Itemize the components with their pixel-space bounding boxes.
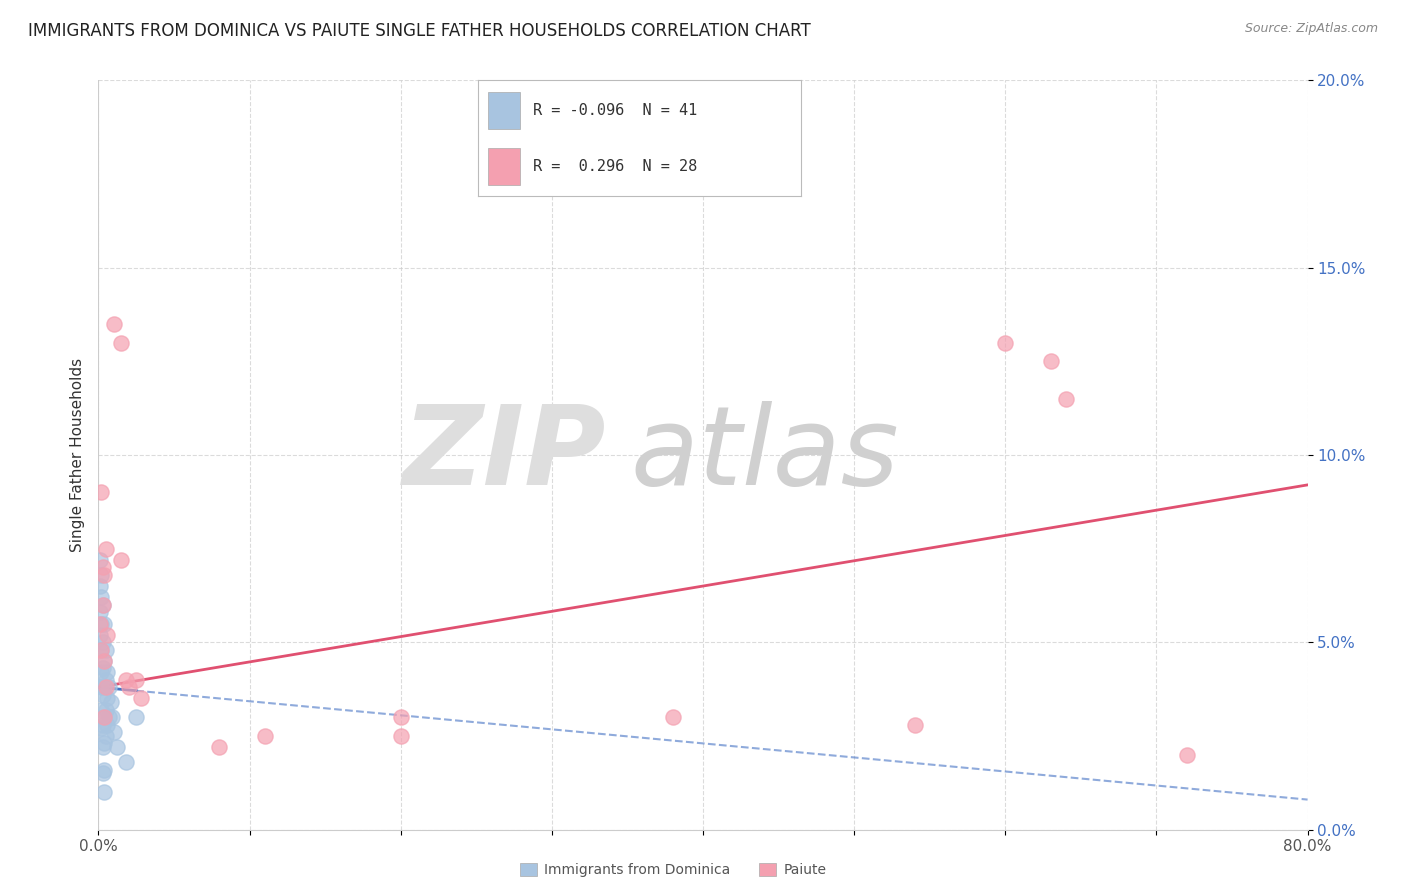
Point bbox=[91, 560, 114, 574]
Point bbox=[93, 710, 115, 724]
Text: IMMIGRANTS FROM DOMINICA VS PAIUTE SINGLE FATHER HOUSEHOLDS CORRELATION CHART: IMMIGRANTS FROM DOMINICA VS PAIUTE SINGL… bbox=[28, 22, 811, 40]
Point bbox=[93, 654, 115, 668]
Point bbox=[93, 763, 115, 777]
Point bbox=[90, 567, 112, 582]
Point bbox=[91, 688, 114, 702]
Point bbox=[93, 710, 115, 724]
Point bbox=[90, 616, 112, 631]
Point bbox=[91, 661, 114, 675]
Point bbox=[91, 740, 114, 755]
Point bbox=[89, 579, 111, 593]
Point bbox=[994, 335, 1017, 350]
Point bbox=[96, 628, 118, 642]
Point bbox=[1039, 354, 1062, 368]
Bar bbox=[488, 92, 520, 129]
Point bbox=[90, 665, 112, 680]
Point bbox=[389, 710, 412, 724]
Point bbox=[91, 717, 114, 731]
Point bbox=[101, 710, 124, 724]
Point bbox=[661, 710, 683, 724]
Text: Immigrants from Dominica: Immigrants from Dominica bbox=[544, 863, 730, 877]
Text: ZIP: ZIP bbox=[402, 401, 606, 508]
Point bbox=[103, 725, 125, 739]
Point bbox=[93, 616, 115, 631]
Point bbox=[208, 740, 231, 755]
Point bbox=[93, 567, 115, 582]
Point bbox=[90, 703, 112, 717]
Point bbox=[103, 317, 125, 331]
Text: R =  0.296  N = 28: R = 0.296 N = 28 bbox=[533, 159, 697, 174]
Point bbox=[904, 717, 927, 731]
Point bbox=[105, 740, 128, 755]
Point bbox=[90, 680, 112, 694]
Text: Paiute: Paiute bbox=[783, 863, 827, 877]
Point bbox=[89, 616, 111, 631]
Point bbox=[98, 710, 121, 724]
Point bbox=[253, 729, 276, 743]
Point bbox=[94, 680, 117, 694]
Point bbox=[110, 335, 132, 350]
Point bbox=[94, 541, 117, 556]
Point bbox=[125, 673, 148, 687]
Bar bbox=[488, 147, 520, 185]
Point bbox=[1054, 392, 1077, 406]
Text: atlas: atlas bbox=[630, 401, 898, 508]
Point bbox=[91, 635, 114, 649]
Point bbox=[114, 673, 136, 687]
Point bbox=[93, 654, 115, 668]
Point bbox=[89, 605, 111, 619]
Point bbox=[90, 591, 112, 605]
Point bbox=[125, 710, 148, 724]
Point bbox=[90, 642, 112, 657]
Text: Source: ZipAtlas.com: Source: ZipAtlas.com bbox=[1244, 22, 1378, 36]
Point bbox=[89, 553, 111, 567]
Point bbox=[96, 665, 118, 680]
Point bbox=[1175, 747, 1198, 762]
Point bbox=[93, 680, 115, 694]
Point bbox=[93, 736, 115, 750]
Point bbox=[118, 680, 141, 694]
Point bbox=[129, 691, 152, 706]
Text: R = -0.096  N = 41: R = -0.096 N = 41 bbox=[533, 103, 697, 118]
Point bbox=[91, 598, 114, 612]
Point bbox=[114, 755, 136, 769]
Point bbox=[96, 717, 118, 731]
Point bbox=[89, 628, 111, 642]
Point bbox=[389, 729, 412, 743]
Point bbox=[90, 722, 112, 736]
Point bbox=[100, 695, 122, 709]
Point bbox=[96, 691, 118, 706]
Point bbox=[94, 642, 117, 657]
Y-axis label: Single Father Households: Single Father Households bbox=[69, 358, 84, 552]
Point bbox=[91, 766, 114, 780]
Point bbox=[90, 485, 112, 500]
Point bbox=[94, 729, 117, 743]
Point bbox=[98, 680, 121, 694]
Point bbox=[94, 673, 117, 687]
Point bbox=[91, 598, 114, 612]
Point bbox=[93, 785, 115, 799]
Point bbox=[110, 553, 132, 567]
Point bbox=[94, 703, 117, 717]
Point bbox=[90, 642, 112, 657]
